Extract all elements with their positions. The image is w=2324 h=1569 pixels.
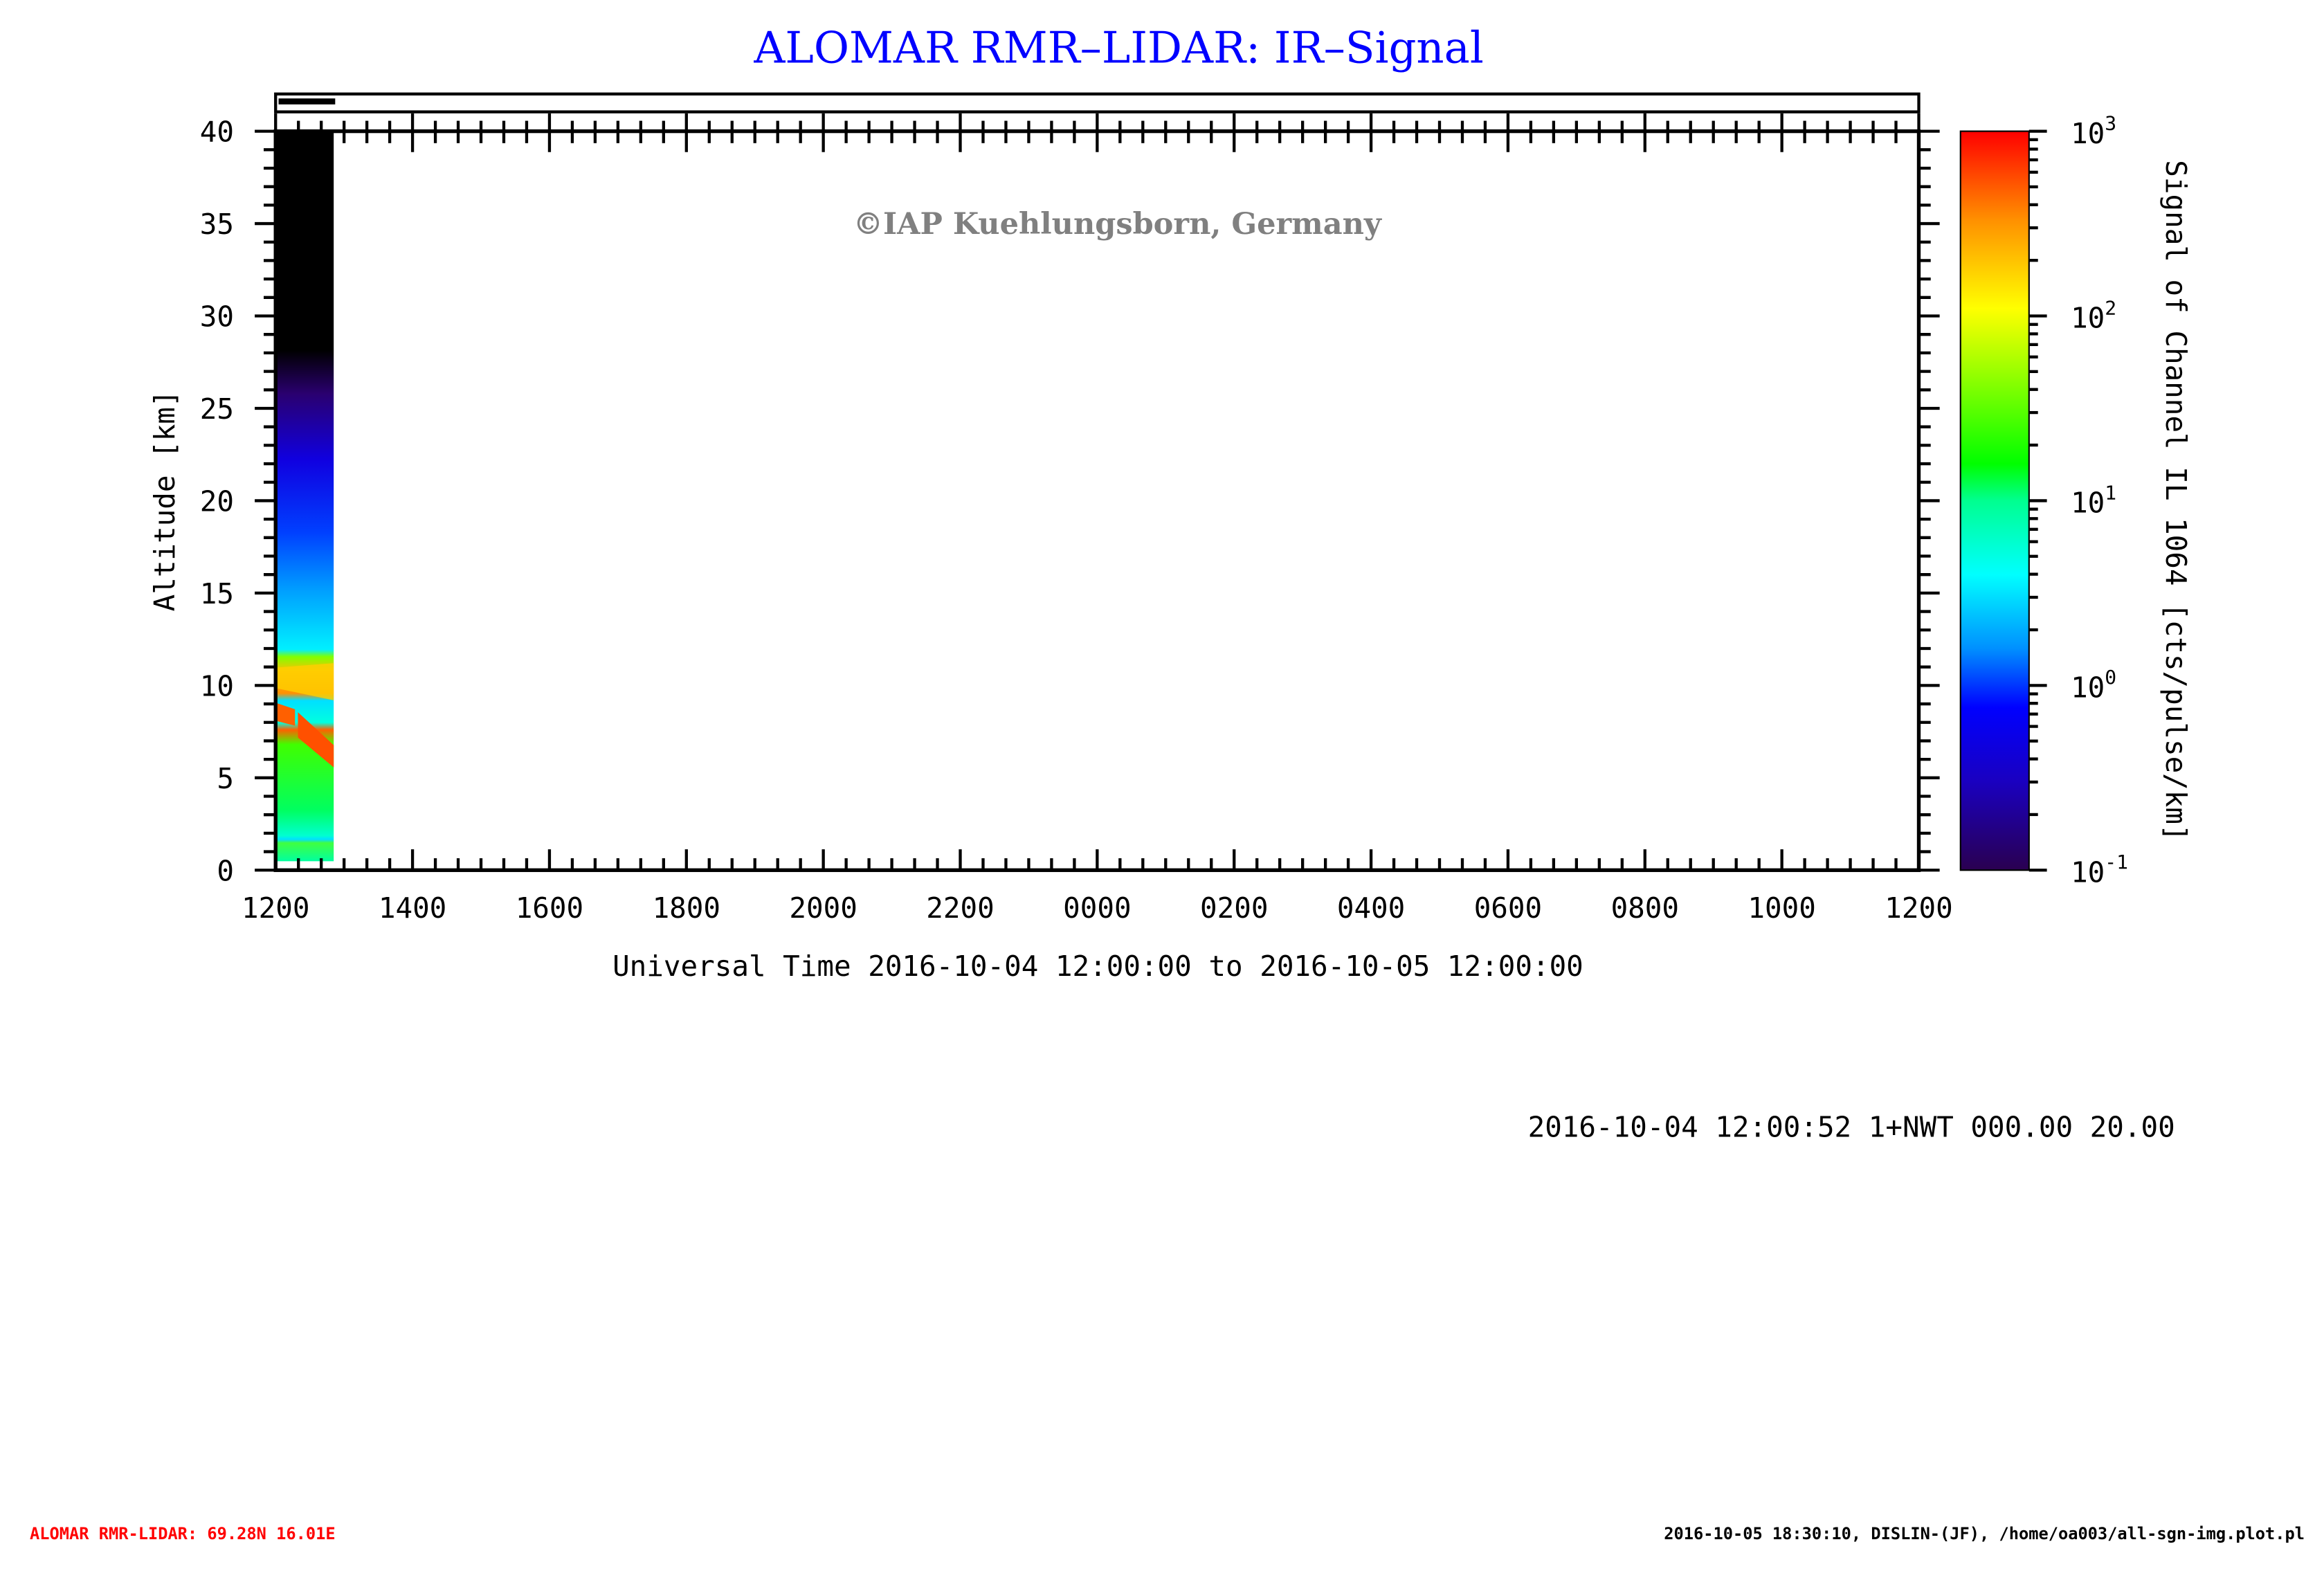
colorbar xyxy=(1959,130,2030,871)
watermark: ©IAP Kuehlungsborn, Germany xyxy=(853,207,1383,242)
x-tick-label: 1600 xyxy=(516,891,583,925)
y-tick-label: 40 xyxy=(200,116,234,149)
colorbar-tick-label: 102 xyxy=(2071,296,2116,334)
x-tick-label: 0600 xyxy=(1474,891,1542,925)
x-tick-label: 0200 xyxy=(1200,891,1268,925)
x-tick-label: 1200 xyxy=(1885,891,1952,925)
chart-title: ALOMAR RMR–LIDAR: IR–Signal xyxy=(753,23,1483,73)
axis-ticks: 1200 1400 1600 1800 2000 2200 0000 0200 0400 0600… xyxy=(200,116,1953,925)
x-tick-label: 0400 xyxy=(1337,891,1405,925)
x-tick-label: 1400 xyxy=(379,891,446,925)
x-tick-label: 1000 xyxy=(1747,891,1815,925)
colorbar-tick-label: 100 xyxy=(2071,666,2116,704)
colorbar-tick-label: 10-1 xyxy=(2071,851,2128,889)
info-line: 2016-10-04 12:00:52 1+NWT 000.00 20.00 xyxy=(1528,1111,2175,1144)
heatmap-data xyxy=(277,131,334,862)
footer-left: ALOMAR RMR-LIDAR: 69.28N 16.01E xyxy=(30,1524,336,1543)
plot-frame xyxy=(273,129,1921,872)
colorbar-tick-label: 101 xyxy=(2071,481,2116,519)
y-tick-label: 35 xyxy=(200,208,234,241)
y-tick-label: 5 xyxy=(217,762,234,795)
x-tick-label: 1800 xyxy=(653,891,720,925)
time-coverage-strip xyxy=(274,92,1921,114)
y-tick-label: 25 xyxy=(200,392,234,426)
colorbar-ticks: 10-1 100 101 102 103 xyxy=(2028,111,2128,889)
colorbar-tick-label: 103 xyxy=(2071,111,2116,149)
x-axis-label: Universal Time 2016-10-04 12:00:00 to 20… xyxy=(612,950,1583,983)
colorbar-label: Signal of Channel IL 1064 [cts/pulse/km] xyxy=(2159,160,2193,841)
y-axis-label: Altitude [km] xyxy=(148,390,181,611)
y-tick-label: 15 xyxy=(200,577,234,610)
y-tick-label: 0 xyxy=(217,854,234,887)
footer-right: 2016-10-05 18:30:10, DISLIN-(JF), /home/… xyxy=(1664,1524,2305,1543)
x-tick-label: 2000 xyxy=(789,891,857,925)
x-tick-label: 0800 xyxy=(1611,891,1679,925)
x-tick-label: 2200 xyxy=(926,891,994,925)
heatmap-cloud-streak xyxy=(277,703,296,726)
x-tick-label: 0000 xyxy=(1063,891,1131,925)
top-strip-ticks xyxy=(274,113,1921,131)
y-tick-label: 20 xyxy=(200,485,234,518)
time-coverage-bar xyxy=(278,98,336,105)
x-tick-label: 1200 xyxy=(242,891,309,925)
y-tick-label: 10 xyxy=(200,669,234,702)
heatmap-cloud-band xyxy=(277,663,334,700)
heatmap-cloud-streak xyxy=(298,712,334,768)
y-tick-label: 30 xyxy=(200,300,234,334)
